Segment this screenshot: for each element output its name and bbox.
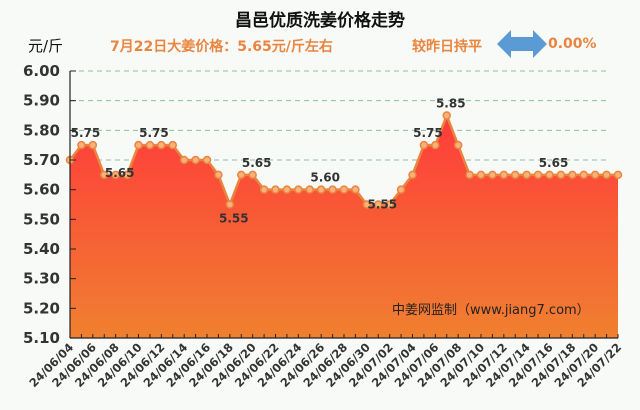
double-arrow-icon — [497, 30, 547, 58]
svg-text:5.65: 5.65 — [539, 156, 569, 170]
svg-text:5.10: 5.10 — [23, 329, 60, 347]
svg-text:5.85: 5.85 — [436, 97, 466, 111]
svg-text:5.40: 5.40 — [23, 240, 60, 258]
svg-text:5.75: 5.75 — [413, 126, 443, 140]
svg-text:5.20: 5.20 — [23, 299, 60, 317]
y-axis-unit: 元/斤 — [28, 37, 64, 55]
svg-text:5.75: 5.75 — [71, 126, 101, 140]
area-fill — [70, 115, 618, 338]
svg-text:5.60: 5.60 — [23, 181, 60, 199]
svg-text:5.55: 5.55 — [367, 198, 397, 212]
svg-text:5.50: 5.50 — [23, 210, 60, 228]
svg-text:6.00: 6.00 — [23, 62, 60, 80]
svg-text:5.90: 5.90 — [23, 92, 60, 110]
svg-text:5.75: 5.75 — [139, 126, 169, 140]
svg-text:5.55: 5.55 — [219, 212, 249, 226]
svg-text:5.65: 5.65 — [242, 156, 272, 170]
svg-text:5.30: 5.30 — [23, 270, 60, 288]
current-price-text: 7月22日大姜价格：5.65元/斤左右 — [110, 39, 333, 55]
change-percent: 0.00% — [548, 36, 597, 52]
chart-title: 昌邑优质洗姜价格走势 — [235, 11, 405, 31]
svg-text:5.80: 5.80 — [23, 121, 60, 139]
svg-text:5.60: 5.60 — [310, 171, 340, 185]
watermark: 中姜网监制（www.jiang7.com） — [392, 303, 590, 318]
svg-text:5.70: 5.70 — [23, 151, 60, 169]
svg-text:5.65: 5.65 — [105, 166, 135, 180]
compare-text: 较昨日持平 — [412, 39, 482, 55]
